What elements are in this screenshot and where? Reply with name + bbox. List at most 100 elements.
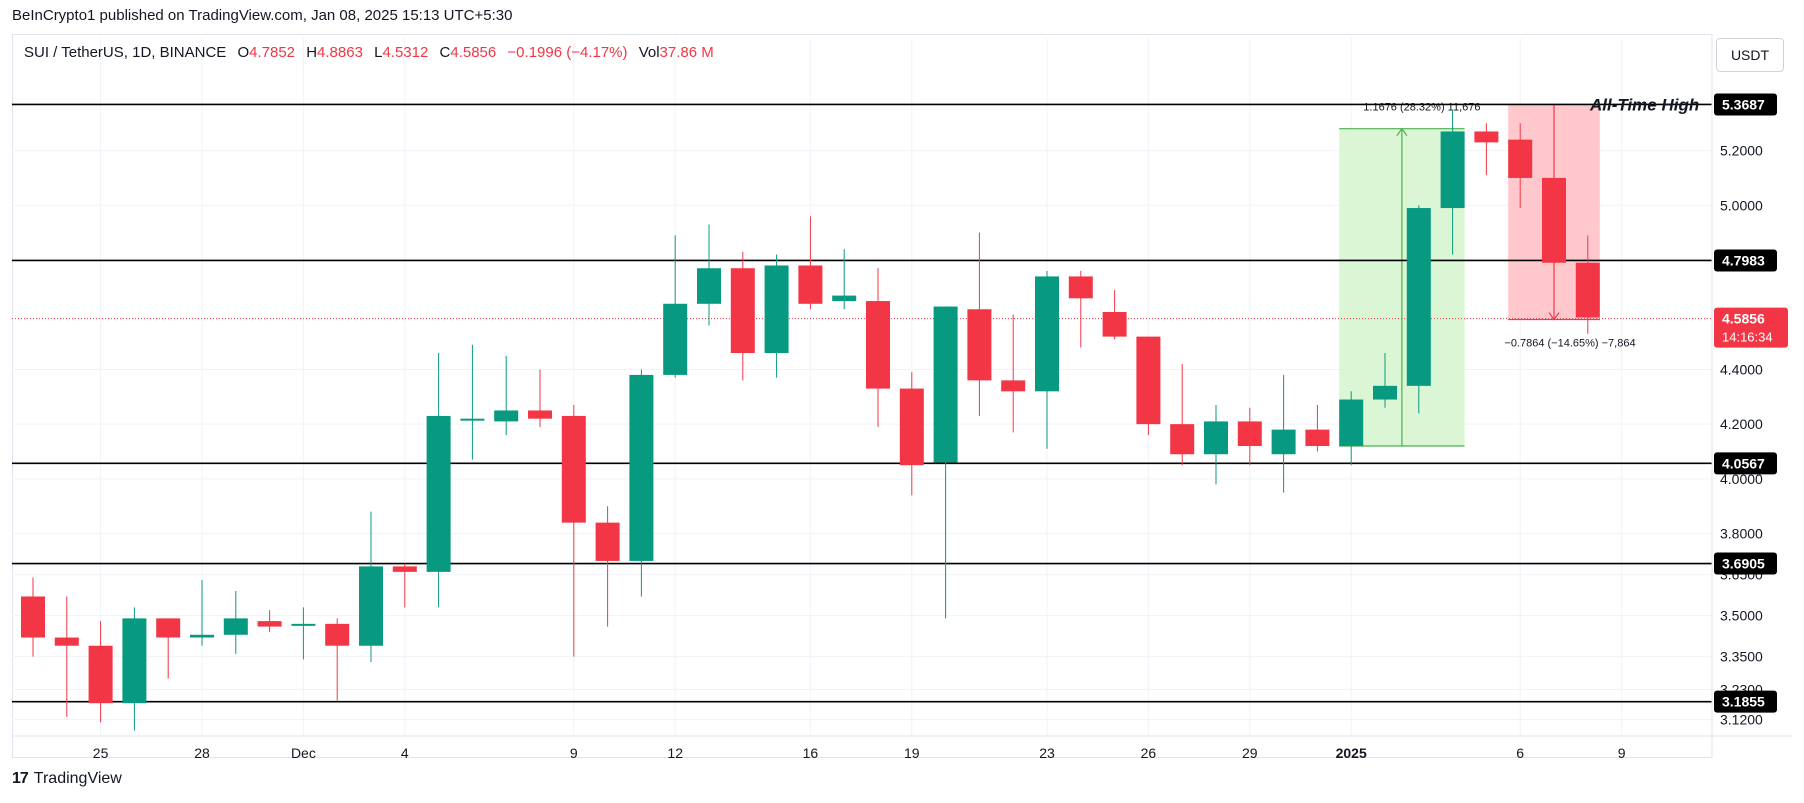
candle-body	[1508, 139, 1533, 178]
level-price-label: 3.6905	[1722, 556, 1765, 572]
candle-body	[561, 415, 586, 523]
time-tick-label: 2025	[1336, 745, 1367, 761]
footer-branding[interactable]: 17 TradingView	[12, 770, 122, 788]
annotations: All-Time High	[1589, 95, 1699, 114]
time-tick-label: 23	[1039, 745, 1055, 761]
close-label: C	[439, 44, 451, 61]
time-tick-label: 9	[570, 745, 578, 761]
time-tick-label: 16	[803, 745, 819, 761]
tradingview-logo-icon: 17	[12, 770, 29, 787]
current-price-tag	[1714, 307, 1788, 348]
price-tick-label: 4.4000	[1720, 361, 1763, 377]
price-tick-label: 3.3500	[1720, 649, 1763, 665]
time-tick-label: 9	[1618, 745, 1626, 761]
price-tick-label: 3.1200	[1720, 712, 1763, 728]
candle-body	[832, 295, 857, 302]
candle-body	[866, 301, 890, 389]
candle-body	[1542, 177, 1566, 263]
level-price-label: 4.7983	[1722, 252, 1765, 268]
candle-body	[21, 596, 45, 638]
time-tick-label: 12	[667, 745, 683, 761]
candle-body	[325, 623, 350, 646]
level-price-label: 4.0567	[1722, 455, 1765, 471]
candle-body	[1474, 131, 1499, 143]
long-measure-label: 1.1676 (28.32%) 11,676	[1363, 102, 1480, 114]
candle-body	[1406, 208, 1431, 386]
level-price-tag	[1714, 249, 1777, 272]
candle-body	[54, 637, 79, 646]
candle-body	[156, 618, 181, 638]
candle-body	[1305, 429, 1330, 447]
candle-body	[190, 634, 214, 638]
volume-value: 37.86 M	[659, 44, 714, 61]
candle-body	[1035, 276, 1059, 392]
open-label: O	[237, 44, 250, 61]
symbol-title: SUI / TetherUS, 1D, BINANCE	[24, 44, 227, 61]
candle-body	[663, 303, 688, 375]
candle-body	[595, 522, 620, 561]
candle-body	[1102, 311, 1127, 337]
candle-body	[1204, 421, 1228, 455]
candle-body	[392, 566, 417, 572]
price-tick-label: 5.0000	[1720, 197, 1763, 213]
high-label: H	[306, 44, 318, 61]
currency-button[interactable]: USDT	[1716, 38, 1784, 72]
time-tick-label: 29	[1242, 745, 1258, 761]
level-price-tag	[1714, 93, 1777, 116]
candle-body	[291, 623, 316, 626]
candle-body	[1170, 424, 1195, 455]
candle-body	[1373, 385, 1397, 400]
open-value: 4.7852	[249, 44, 296, 61]
time-axis: 25 28 Dec 4 9 12 16 19 23 26 29 2025 6 9	[12, 735, 1792, 761]
time-tick-label: 6	[1516, 745, 1524, 761]
candle-body	[629, 374, 654, 561]
bar-countdown-label: 14:16:34	[1722, 330, 1773, 345]
candle-body	[764, 265, 789, 354]
candle-body	[528, 410, 552, 419]
price-axis: 5.20005.00004.40004.20004.00003.80003.65…	[1711, 34, 1792, 758]
candle-body	[223, 618, 248, 635]
candle-body	[359, 566, 383, 646]
brand-name: TradingView	[33, 770, 122, 787]
candle-body	[899, 388, 924, 466]
candle-body	[933, 306, 958, 463]
high-value: 4.8863	[317, 44, 363, 61]
measure-arrow-head	[1548, 312, 1560, 321]
price-change: −0.1996 (−4.17%)	[507, 44, 628, 61]
candle-body	[257, 621, 282, 627]
symbol-legend: SUI / TetherUS, 1D, BINANCE O4.7852 H4.8…	[24, 44, 714, 61]
time-tick-label: 26	[1141, 745, 1157, 761]
price-tick-label: 3.5000	[1720, 608, 1763, 624]
current-price-label: 4.5856	[1722, 311, 1765, 327]
candle-body	[426, 415, 451, 572]
measure-arrow-head	[1396, 127, 1408, 137]
time-tick-label: 25	[93, 745, 109, 761]
candle-body	[1001, 380, 1026, 392]
level-price-tag	[1714, 452, 1777, 475]
price-tick-label: 3.8000	[1720, 526, 1763, 542]
candle-body	[1575, 262, 1600, 318]
time-tick-label: 19	[904, 745, 920, 761]
candle-body	[122, 618, 147, 704]
candles	[21, 106, 1600, 731]
time-tick-label: 28	[194, 745, 210, 761]
price-tick-label: 4.2000	[1720, 416, 1763, 432]
price-tick-label: 5.2000	[1720, 143, 1763, 159]
level-price-label: 5.3687	[1722, 96, 1765, 112]
publisher-line: BeInCrypto1 published on TradingView.com…	[12, 7, 513, 24]
candle-body	[88, 645, 113, 704]
candle-body	[1271, 429, 1296, 455]
time-tick-label: Dec	[291, 745, 316, 761]
candle-body	[967, 309, 992, 381]
level-price-label: 3.1855	[1722, 694, 1765, 710]
short-measure-label: −0.7864 (−14.65%) −7,864	[1504, 338, 1635, 350]
level-price-tag	[1714, 552, 1777, 575]
price-axis-bg	[1712, 34, 1792, 758]
candle-body	[1136, 336, 1161, 425]
price-tick-label: 4.0000	[1720, 471, 1763, 487]
time-tick-label: 4	[401, 745, 409, 761]
low-label: L	[374, 44, 383, 61]
level-price-tag	[1714, 690, 1777, 713]
candle-body	[1068, 276, 1093, 299]
